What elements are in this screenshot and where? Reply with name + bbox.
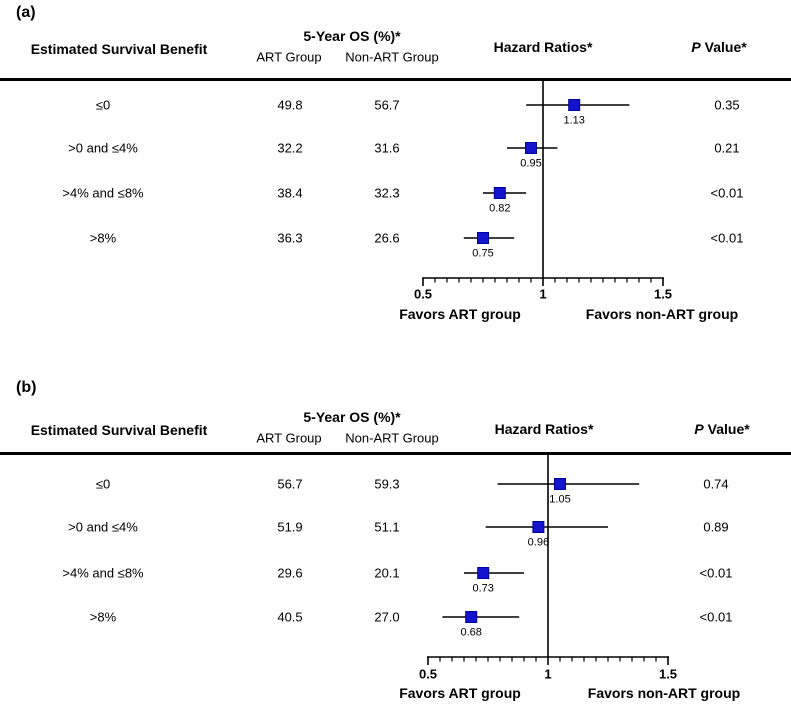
row-art-os-value: 49.8: [277, 97, 303, 113]
row-benefit-label: ≤0: [95, 476, 111, 492]
panel-b-benefit-header: Estimated Survival Benefit: [30, 422, 208, 438]
hr-marker: [465, 611, 478, 623]
panel-b-os-header: 5-Year OS (%)*: [303, 409, 401, 425]
row-benefit-label: ≤0: [95, 97, 111, 113]
row-p-value: 0.89: [703, 519, 729, 535]
hr-value-label: 0.73: [472, 582, 494, 595]
hr-marker: [477, 232, 489, 244]
hr-marker: [532, 521, 545, 533]
hr-value-label: 1.13: [563, 114, 585, 127]
row-benefit-label: >4% and ≤8%: [62, 185, 144, 201]
panel-b-nonart-subheader: Non-ART Group: [345, 430, 439, 446]
panel-b-favors-right-label: Favors non-ART group: [587, 685, 741, 701]
row-p-value: 0.35: [714, 97, 740, 113]
row-art-os-value: 36.3: [277, 230, 303, 246]
row-nonart-os-value: 59.3: [374, 476, 400, 492]
p-header-rest: Value*: [704, 39, 747, 55]
row-benefit-label: >0 and ≤4%: [68, 519, 138, 535]
panel-b-art-subheader: ART Group: [256, 430, 322, 446]
hr-value-label: 0.75: [472, 247, 494, 260]
p-header-rest: Value*: [707, 421, 750, 437]
row-nonart-os-value: 51.1: [374, 519, 400, 535]
panel-a-hazard-header: Hazard Ratios*: [493, 39, 593, 55]
header-rule: [0, 452, 791, 455]
row-benefit-label: >8%: [89, 230, 117, 246]
panel-b-pvalue-header: P Value*: [694, 422, 749, 436]
row-art-os-value: 40.5: [277, 609, 303, 625]
panel-a-art-subheader: ART Group: [256, 49, 322, 65]
row-p-value: <0.01: [699, 609, 733, 625]
row-benefit-label: >4% and ≤8%: [62, 565, 144, 581]
panel-a-axis-tick-1_5: 1.5: [653, 286, 673, 302]
p-italic-letter: P: [691, 39, 701, 55]
panel-b-axis-tick-1_5: 1.5: [658, 666, 678, 682]
hr-marker: [477, 567, 490, 579]
row-benefit-label: >0 and ≤4%: [68, 140, 138, 156]
hr-value-label: 0.96: [527, 536, 550, 549]
panel-a-pvalue-header: P Value*: [691, 40, 746, 54]
panel-a-axis-tick-1: 1: [539, 286, 547, 302]
hr-marker: [493, 187, 506, 199]
row-art-os-value: 51.9: [277, 519, 303, 535]
hr-value-label: 0.95: [520, 157, 542, 170]
row-benefit-label: >8%: [89, 609, 117, 625]
row-nonart-os-value: 31.6: [374, 140, 400, 156]
row-art-os-value: 29.6: [277, 565, 303, 581]
panel-a-favors-right-label: Favors non-ART group: [585, 306, 739, 322]
p-italic-letter: P: [694, 421, 704, 437]
panel-b-axis-tick-1: 1: [544, 666, 552, 682]
header-rule: [0, 78, 791, 81]
panel-b-axis-tick-0_5: 0.5: [418, 666, 438, 682]
row-nonart-os-value: 56.7: [374, 97, 400, 113]
row-p-value: <0.01: [699, 565, 733, 581]
panel-a-nonart-subheader: Non-ART Group: [345, 49, 439, 65]
panel-a-tag: (a): [16, 4, 36, 21]
hr-value-label: 0.82: [489, 202, 511, 215]
panel-a-favors-left-label: Favors ART group: [399, 306, 521, 322]
row-nonart-os-value: 32.3: [374, 185, 400, 201]
row-nonart-os-value: 27.0: [374, 609, 400, 625]
row-p-value: <0.01: [710, 185, 744, 201]
hr-value-label: 1.05: [549, 493, 571, 506]
panel-a-os-header: 5-Year OS (%)*: [303, 28, 401, 44]
panel-b-favors-left-label: Favors ART group: [399, 685, 521, 701]
row-nonart-os-value: 26.6: [374, 230, 400, 246]
row-art-os-value: 32.2: [277, 140, 303, 156]
hr-value-label: 0.68: [460, 626, 482, 639]
row-p-value: 0.21: [714, 140, 740, 156]
row-p-value: 0.74: [703, 476, 729, 492]
panel-b-hazard-header: Hazard Ratios*: [494, 421, 594, 437]
row-p-value: <0.01: [710, 230, 744, 246]
hr-marker: [554, 478, 566, 490]
hr-marker: [525, 142, 537, 154]
hr-marker: [568, 99, 581, 111]
panel-a-benefit-header: Estimated Survival Benefit: [30, 41, 208, 57]
row-art-os-value: 56.7: [277, 476, 303, 492]
panel-b-tag: (b): [16, 379, 37, 396]
row-nonart-os-value: 20.1: [374, 565, 400, 581]
panel-a-axis-tick-0_5: 0.5: [413, 286, 433, 302]
row-art-os-value: 38.4: [277, 185, 303, 201]
